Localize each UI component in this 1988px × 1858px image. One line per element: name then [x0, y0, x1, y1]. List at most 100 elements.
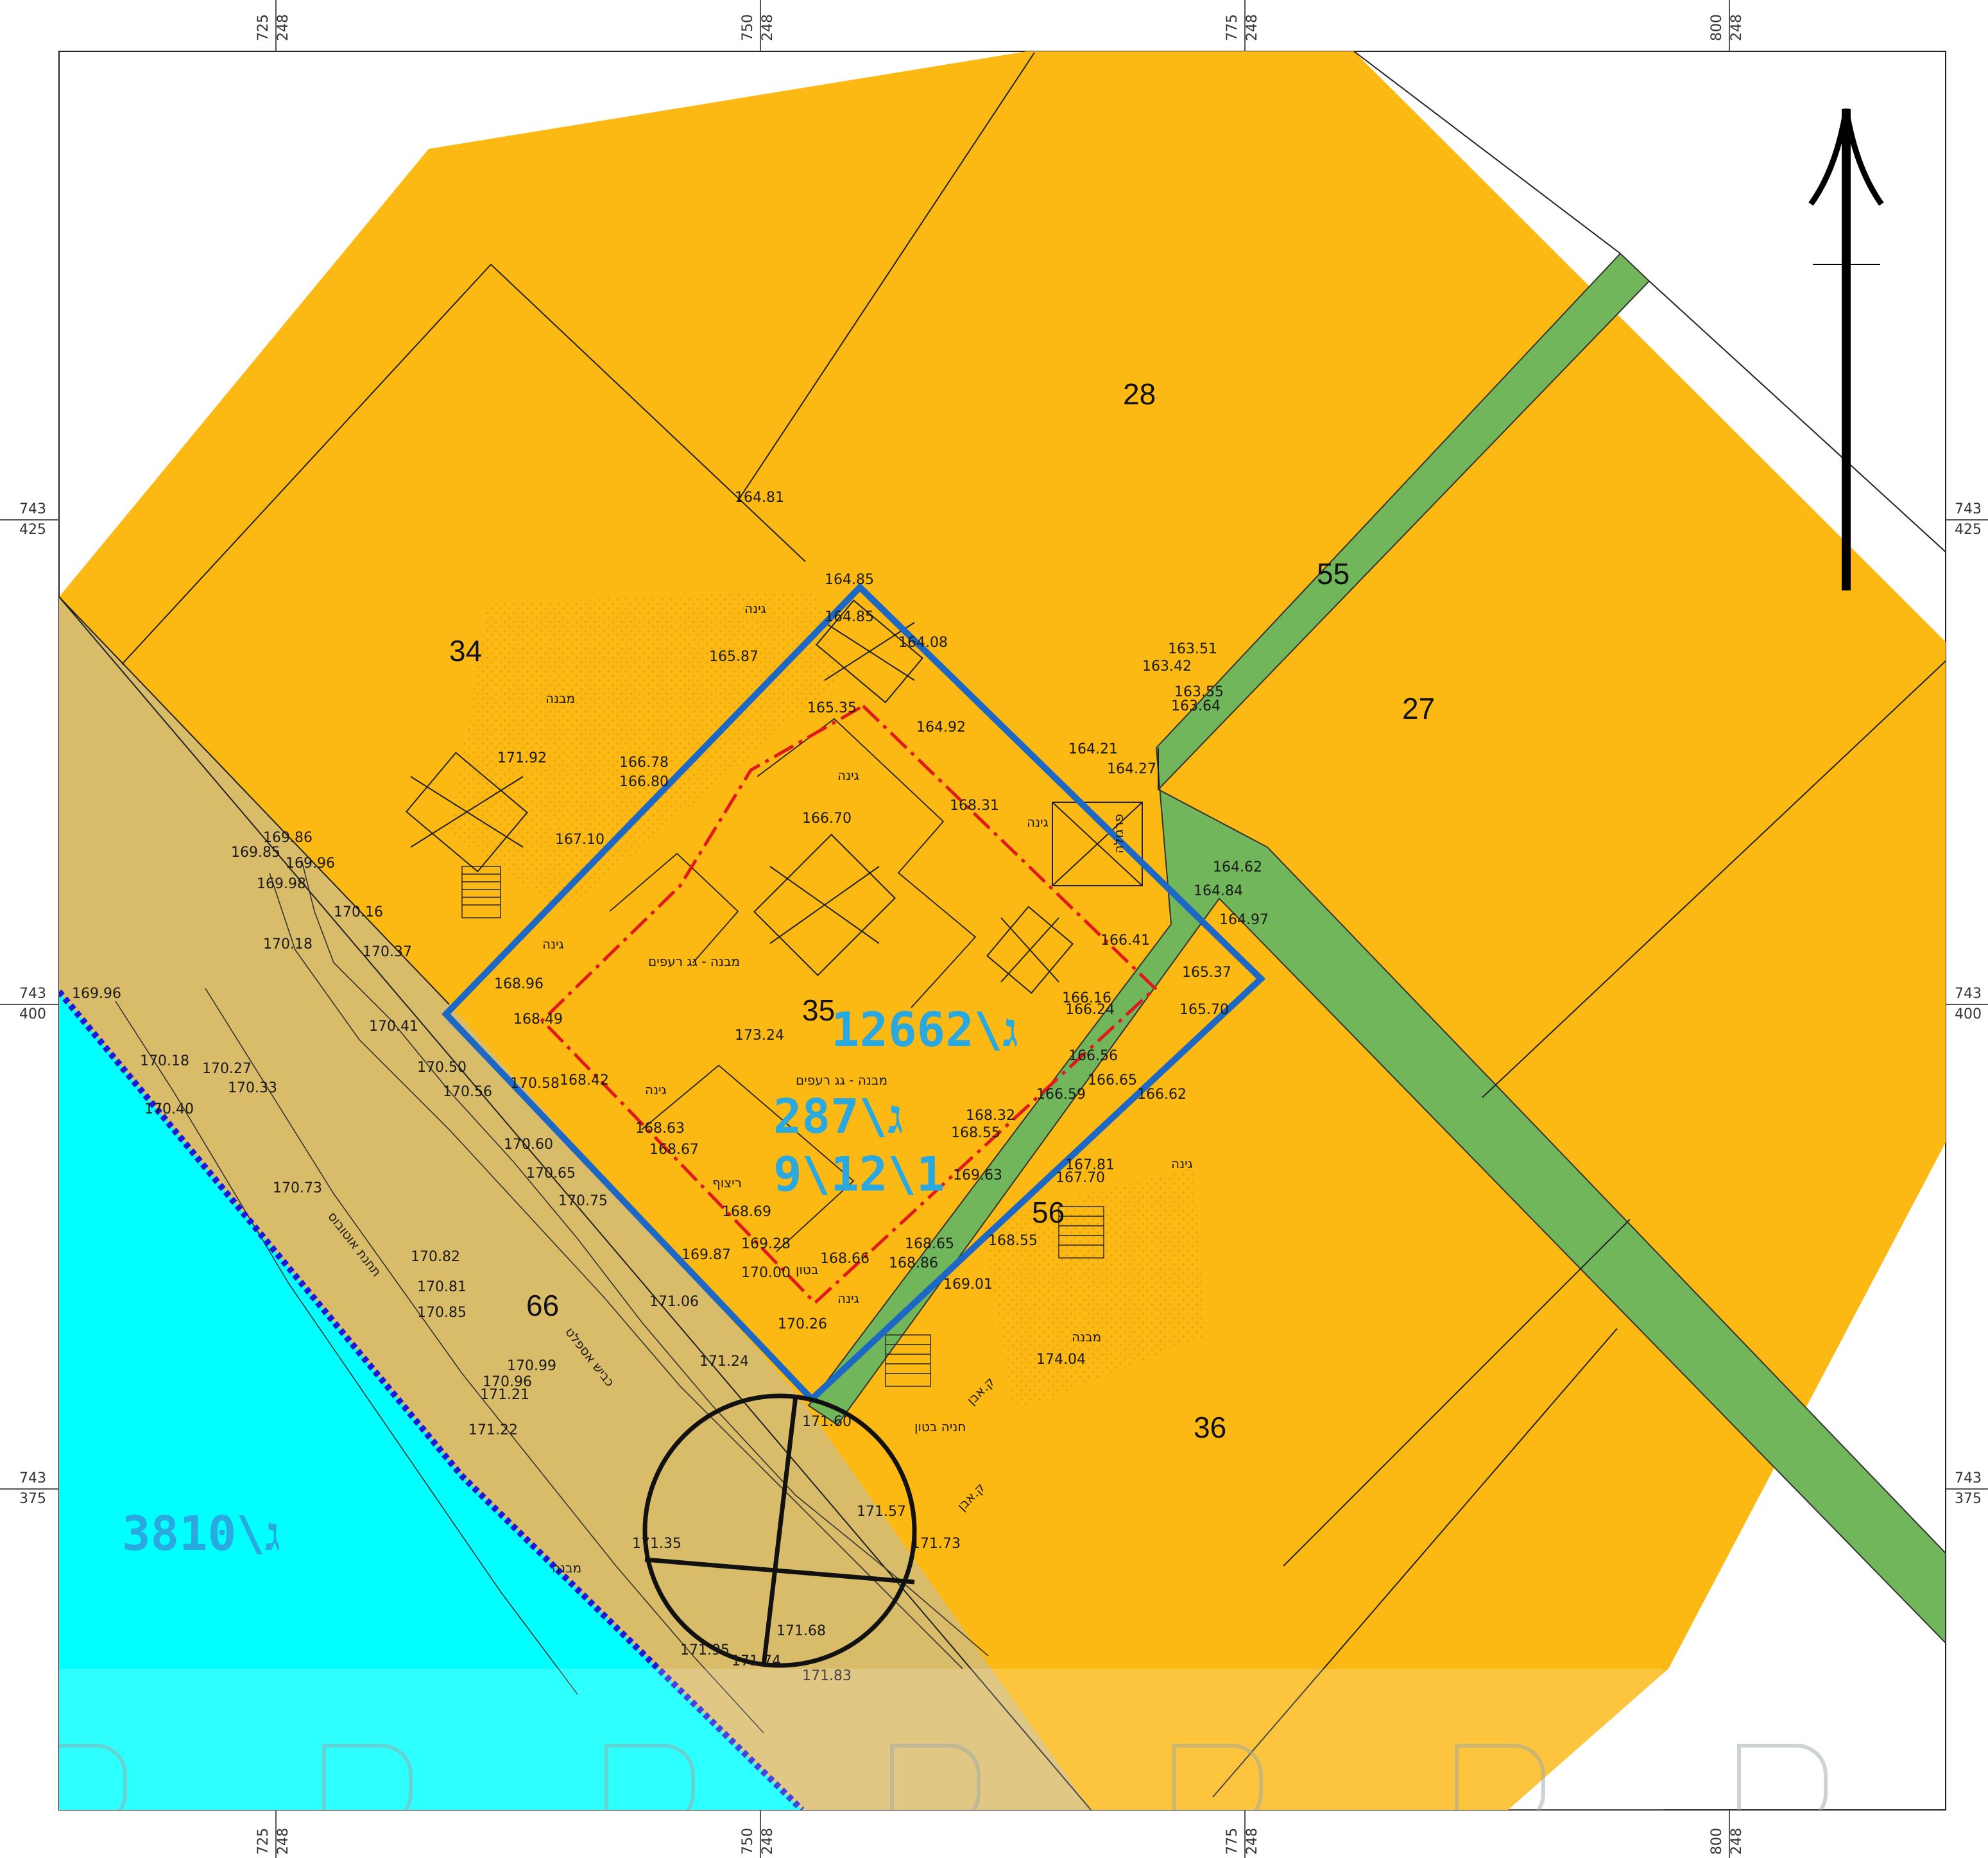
parking-label: חניה בטון: [914, 1419, 966, 1434]
elev-8: 166.78: [619, 755, 669, 771]
parcel-36: 36: [1194, 1411, 1226, 1444]
parcel-numbers: 28 34 27 55 35 56 66 36: [449, 377, 1435, 1444]
grid-left-2b: 400: [19, 1006, 46, 1022]
elev-7: 164.92: [916, 719, 966, 735]
elev-12: 167.10: [555, 832, 604, 848]
elev-83: 169.63: [953, 1167, 1002, 1183]
grid-top-4a: 800: [1709, 14, 1725, 41]
elev-66: 168.31: [950, 798, 999, 814]
elev-84: 168.65: [905, 1236, 954, 1252]
elev-89: 168.86: [889, 1255, 938, 1271]
elev-50: 171.21: [480, 1387, 529, 1403]
parcel-55: 55: [1317, 557, 1350, 590]
elev-1: 164.81: [735, 490, 784, 506]
elev-43: 170.81: [417, 1279, 467, 1295]
grid-bottom-4b: 248: [1729, 1828, 1745, 1855]
elev-72: 166.16: [1062, 990, 1111, 1006]
grid-right-3b: 375: [1955, 1491, 1982, 1507]
grid-left-1b: 425: [19, 522, 46, 538]
elev-87: 174.04: [1036, 1352, 1086, 1368]
garden-label-6: גינה: [837, 1291, 859, 1306]
elev-51: 171.22: [468, 1422, 518, 1438]
elev-30: 170.58: [510, 1076, 560, 1092]
elev-70: 166.41: [1101, 933, 1150, 949]
grid-right-1a: 743: [1955, 501, 1982, 517]
elev-5: 165.87: [709, 649, 758, 665]
watermark-band: [59, 1669, 1663, 1810]
elev-58: 171.74: [732, 1653, 781, 1669]
grid-top-3b: 248: [1244, 14, 1260, 41]
elev-76: 166.65: [1088, 1072, 1137, 1088]
building-label-2: מבנה: [1072, 1329, 1101, 1345]
cross-section-symbol: [642, 1393, 917, 1668]
building-label-1: מבנה: [545, 691, 575, 706]
building-roof-label-1: מבנה - גג רעפים: [648, 954, 740, 969]
elev-14: 169.85: [231, 845, 280, 861]
grid-top-2a: 750: [740, 14, 756, 41]
parcel-35: 35: [802, 994, 835, 1027]
grid-top-2b: 248: [760, 14, 776, 41]
grid-bottom-1a: 725: [255, 1828, 271, 1855]
elev-26: 170.27: [202, 1061, 252, 1077]
elev-19: 170.37: [363, 944, 412, 960]
elev-24: 173.24: [735, 1028, 784, 1044]
elev-55: 171.35: [632, 1536, 681, 1552]
elev-31: 168.42: [560, 1072, 609, 1088]
elev-48: 170.99: [507, 1358, 556, 1374]
elev-65: 164.27: [1107, 761, 1156, 777]
elev-67: 164.62: [1213, 859, 1262, 875]
grid-top-1b: 248: [275, 14, 291, 41]
elev-33: 168.63: [635, 1121, 685, 1137]
grid-left-2a: 743: [19, 986, 46, 1002]
elev-44: 170.85: [417, 1305, 467, 1321]
elev-82: 167.70: [1056, 1170, 1105, 1186]
elev-52: 171.60: [802, 1414, 852, 1430]
elev-73: 166.24: [1065, 1002, 1115, 1018]
elev-54: 171.73: [911, 1536, 961, 1552]
elev-79: 168.32: [966, 1108, 1015, 1124]
elev-37: 170.75: [558, 1193, 608, 1209]
grid-labels-bottom: 725 248 750 248 775 248 800 248: [255, 1828, 1745, 1855]
elev-18: 170.18: [263, 936, 313, 952]
pergola-marks: [405, 599, 1143, 994]
elev-11: 171.92: [497, 750, 547, 766]
building-label-3: מבנה: [552, 1560, 581, 1576]
grid-labels-right: 743 425 743 400 743 375: [1955, 501, 1982, 1507]
grid-bottom-2a: 750: [740, 1828, 756, 1855]
elev-40: 169.87: [681, 1247, 731, 1263]
elev-27: 170.33: [228, 1080, 277, 1096]
elev-3: 164.85: [825, 609, 874, 625]
building-line: [540, 703, 1158, 1305]
garden-label-5: גינה: [645, 1082, 667, 1097]
adjacent-plan-boundary: [59, 989, 805, 1810]
garden-label-1: גינה: [744, 601, 766, 616]
plan-labels: ג\12662 ג\287 9\12\1 ג\3810: [122, 1002, 1018, 1561]
elev-81: 167.81: [1065, 1157, 1115, 1173]
plan-main-label: ג\12662: [831, 1002, 1018, 1058]
plan-secondary-label-1: ג\287: [773, 1089, 904, 1144]
plan-secondary-label-2: 9\12\1: [773, 1147, 945, 1202]
road-lines: [115, 859, 989, 1733]
elev-6: 165.35: [807, 700, 857, 716]
grid-left-3a: 743: [19, 1470, 46, 1486]
elev-10: 166.70: [802, 811, 852, 827]
elev-90: 170.00: [741, 1265, 791, 1281]
elev-68: 164.84: [1194, 883, 1243, 899]
elev-21: 168.96: [494, 976, 544, 992]
grid-bottom-1b: 248: [275, 1828, 291, 1855]
elev-80: 168.55: [951, 1125, 1000, 1141]
elev-71: 165.37: [1182, 965, 1231, 981]
elev-34: 168.67: [649, 1142, 699, 1158]
elev-23: 168.49: [513, 1011, 563, 1028]
elev-85: 168.55: [988, 1233, 1038, 1249]
paving-label: ריצוף: [712, 1175, 742, 1191]
path-55: [807, 252, 1946, 1644]
grid-bottom-4a: 800: [1709, 1828, 1725, 1855]
elev-29: 170.56: [443, 1084, 492, 1100]
garden-label-2: גינה: [837, 768, 859, 783]
elev-86: 169.01: [943, 1277, 993, 1293]
concrete-label: בטון: [796, 1262, 818, 1277]
grid-top-3a: 775: [1224, 14, 1240, 41]
elev-15: 169.96: [286, 856, 335, 872]
elevation-labels: 164.81 164.85 164.85 164.08 165.87 165.3…: [72, 490, 1269, 1684]
